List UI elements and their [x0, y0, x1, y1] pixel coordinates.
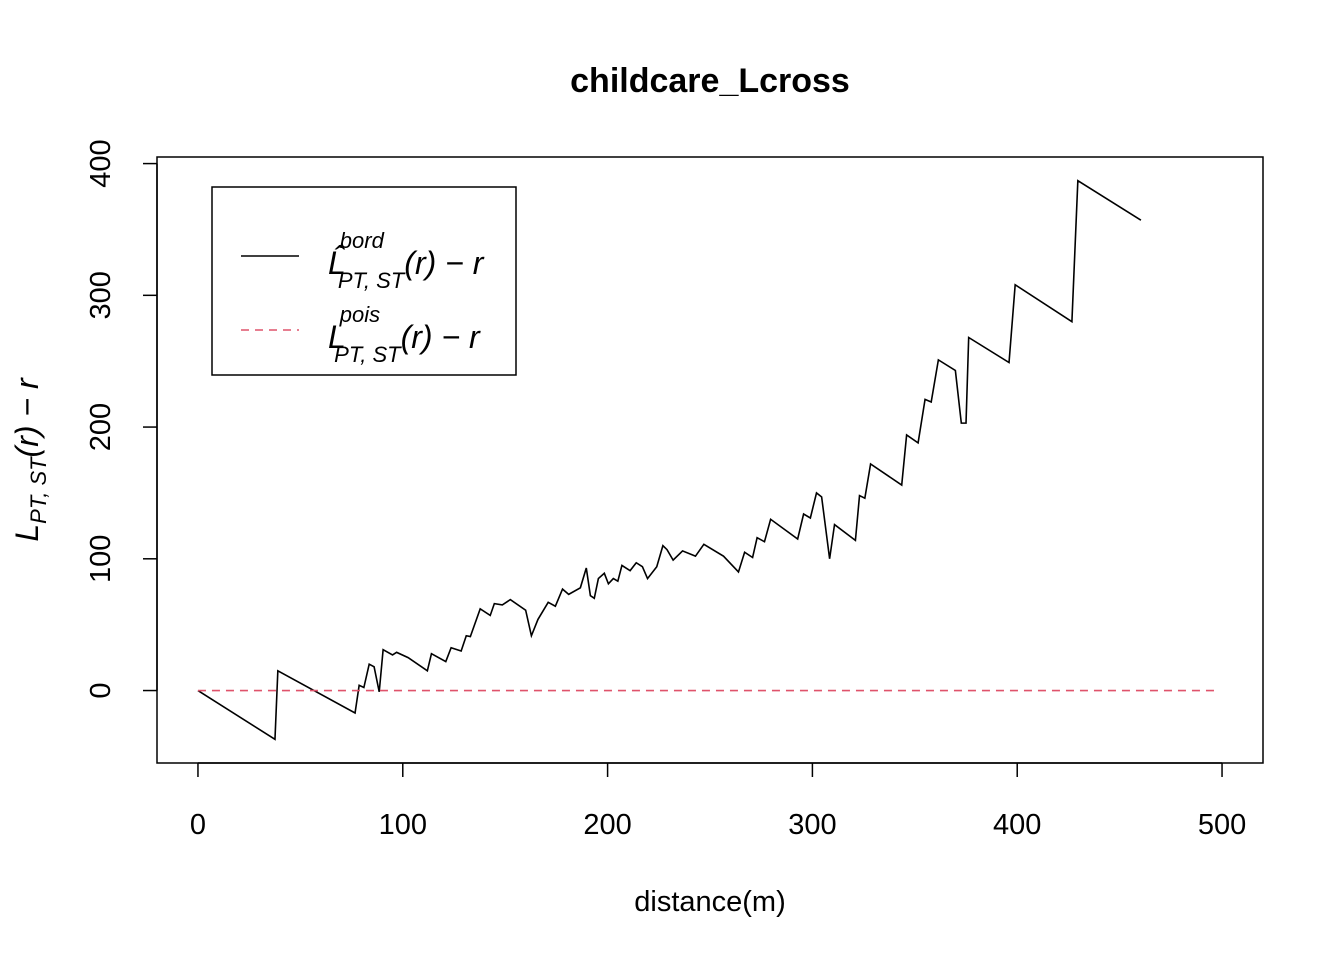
chart-title: childcare_Lcross — [570, 62, 850, 100]
label-sup: pois — [339, 302, 380, 327]
y-tick-label: 400 — [85, 139, 117, 187]
y-tick-label: 300 — [85, 271, 117, 319]
y-tick-label: 200 — [85, 403, 117, 451]
label-base: L̂ — [328, 245, 346, 281]
series-line — [197, 179, 1142, 741]
x-axis-label: distance(m) — [634, 886, 786, 918]
legend-box — [211, 186, 517, 376]
x-tick-label: 500 — [1198, 809, 1246, 841]
label-sup: bord — [340, 228, 385, 253]
label-rest: (r) − r — [401, 319, 481, 355]
math-label: LPT, ST(r) − r — [9, 377, 51, 542]
math-label: Lpois PT, ST(r) − r — [328, 302, 481, 367]
x-tick-label: 300 — [788, 809, 836, 841]
label-rest: (r) − r — [9, 377, 45, 457]
x-tick-label: 200 — [583, 809, 631, 841]
plot-box — [156, 156, 1264, 764]
label-sub: PT, ST — [334, 342, 402, 367]
label-base: L — [328, 319, 346, 355]
y-tick-label: 0 — [85, 682, 117, 698]
x-tick-label: 100 — [379, 809, 427, 841]
label-base: L — [9, 524, 45, 542]
x-tick-label: 400 — [993, 809, 1041, 841]
math-label: L̂bord PT, ST(r) − r — [328, 228, 485, 293]
label-sub: PT, ST — [338, 268, 406, 293]
label-sub: PT, ST — [26, 456, 51, 524]
label-rest: (r) − r — [404, 245, 484, 281]
y-tick-label: 100 — [85, 535, 117, 583]
x-tick-label: 0 — [190, 809, 206, 841]
